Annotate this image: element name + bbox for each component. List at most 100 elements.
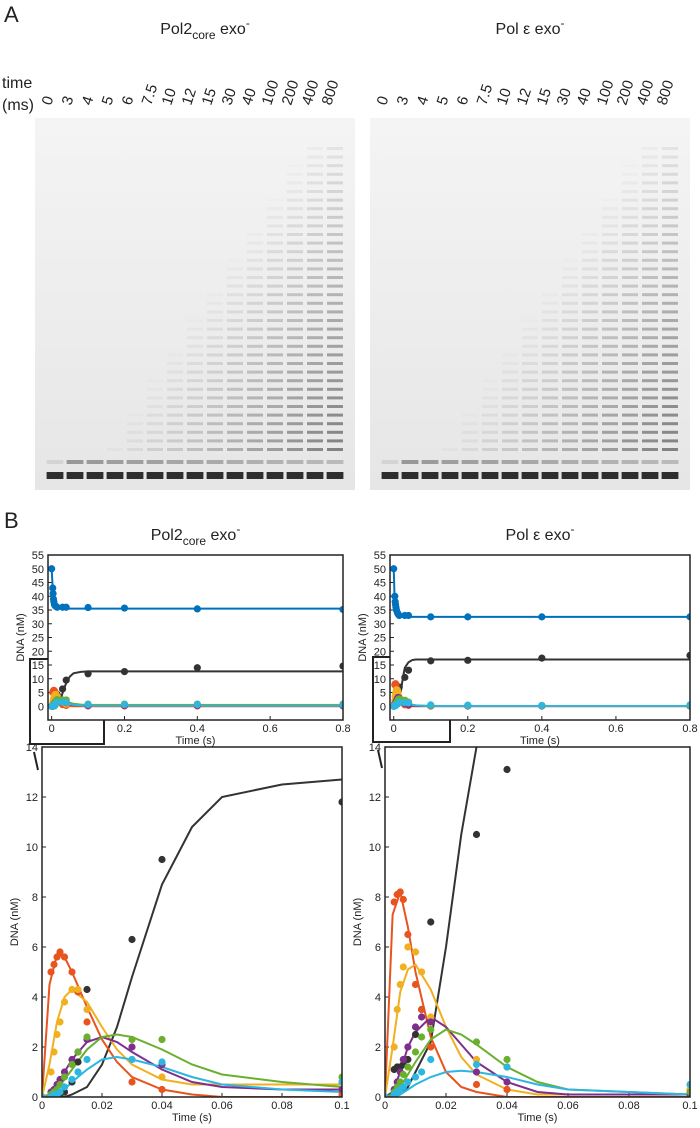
gel-band <box>327 413 343 417</box>
x-tick-label: 0 <box>49 723 55 735</box>
y-tick-label: 30 <box>374 619 386 631</box>
gel-band <box>642 293 658 297</box>
gel-band <box>127 448 143 451</box>
gel-band <box>267 258 283 262</box>
data-point <box>128 1078 136 1086</box>
gel-band <box>662 387 678 391</box>
gel-band <box>227 310 243 314</box>
gel-band <box>267 284 283 288</box>
gel-band <box>662 258 678 262</box>
data-point <box>686 701 690 709</box>
gel-band <box>327 430 343 434</box>
gel-band <box>622 293 638 297</box>
gel-band <box>602 370 618 374</box>
gel-band <box>621 460 639 464</box>
heading-part: Pol2 <box>151 527 183 544</box>
gel-band <box>247 362 263 365</box>
gel-band <box>326 460 344 464</box>
gel-band <box>501 472 519 479</box>
panel-label: A <box>4 2 19 27</box>
data-point <box>49 589 57 598</box>
x-tick-label: 0.8 <box>682 723 697 735</box>
x-tick-label: 0.8 <box>335 723 350 735</box>
gel-band <box>522 319 538 322</box>
data-point <box>390 898 398 906</box>
gel-band <box>662 396 678 400</box>
gel-band <box>227 413 243 417</box>
data-point <box>503 1055 511 1064</box>
gel-band <box>542 327 558 331</box>
gel-band <box>307 250 323 254</box>
gel-band <box>207 310 223 314</box>
gel-band <box>582 276 598 279</box>
gel-band <box>167 370 183 374</box>
data-point <box>686 651 690 659</box>
gel-band <box>286 460 304 464</box>
gel-band <box>247 250 263 254</box>
data-point <box>472 1038 481 1046</box>
heading-part: Pol ε exo <box>496 21 561 38</box>
gel-band <box>127 422 143 425</box>
gel-band <box>227 422 243 426</box>
gel-band <box>622 258 638 262</box>
gel-band <box>167 353 183 356</box>
gel-band <box>307 164 323 168</box>
gel-band <box>522 379 538 383</box>
gel-band <box>662 430 678 434</box>
data-point <box>74 985 82 994</box>
gel-band <box>307 241 323 245</box>
y-tick-label: 8 <box>32 892 38 904</box>
gel-band <box>582 405 598 408</box>
x-tick-label: 0.2 <box>117 723 132 735</box>
gel-band <box>146 472 164 479</box>
gel-band <box>247 276 263 279</box>
gel-band <box>662 215 678 219</box>
gel-band <box>381 460 399 464</box>
data-point <box>74 1048 82 1056</box>
data-point <box>399 1055 407 1064</box>
gel-band <box>267 215 283 219</box>
gel-band <box>227 353 243 357</box>
gel-band <box>187 353 203 357</box>
data-point <box>47 1068 55 1076</box>
data-point <box>68 1060 76 1069</box>
gel-band <box>622 173 638 176</box>
data-point <box>404 1063 412 1071</box>
gel-band <box>167 439 183 443</box>
gel-band <box>462 448 478 451</box>
gel-band <box>502 405 518 408</box>
gel-band <box>267 207 283 210</box>
gel-band <box>602 207 618 210</box>
gel-band <box>622 250 638 254</box>
gel-band <box>187 396 203 400</box>
lane-label: 3 <box>59 94 78 107</box>
gel-band <box>582 353 598 357</box>
data-point <box>56 1088 64 1096</box>
data-point <box>128 1043 136 1051</box>
gel-band <box>642 164 658 168</box>
gel-band <box>421 460 439 464</box>
gel-band <box>187 336 203 339</box>
gel-band <box>166 472 184 479</box>
gel <box>370 118 690 490</box>
heading-part: - <box>570 522 574 536</box>
gel-band <box>642 422 658 426</box>
heading: Pol2core exo- <box>151 522 241 548</box>
gel-band <box>227 284 243 288</box>
gel-band <box>642 301 658 305</box>
gel-band <box>482 388 498 391</box>
gel-band <box>267 448 283 451</box>
gel-band <box>642 172 658 176</box>
gel-band <box>562 301 578 305</box>
gel-band <box>642 430 658 434</box>
gel-band <box>307 413 323 417</box>
data-point <box>74 1068 82 1076</box>
gel-band <box>247 242 263 245</box>
gel-band <box>542 362 558 365</box>
gel-band <box>562 267 578 270</box>
gel-band <box>662 448 678 451</box>
x-tick-label: 0.2 <box>460 723 475 735</box>
y-tick-label: 14 <box>369 742 381 754</box>
gel-band <box>287 430 303 434</box>
gel-band <box>602 224 618 228</box>
